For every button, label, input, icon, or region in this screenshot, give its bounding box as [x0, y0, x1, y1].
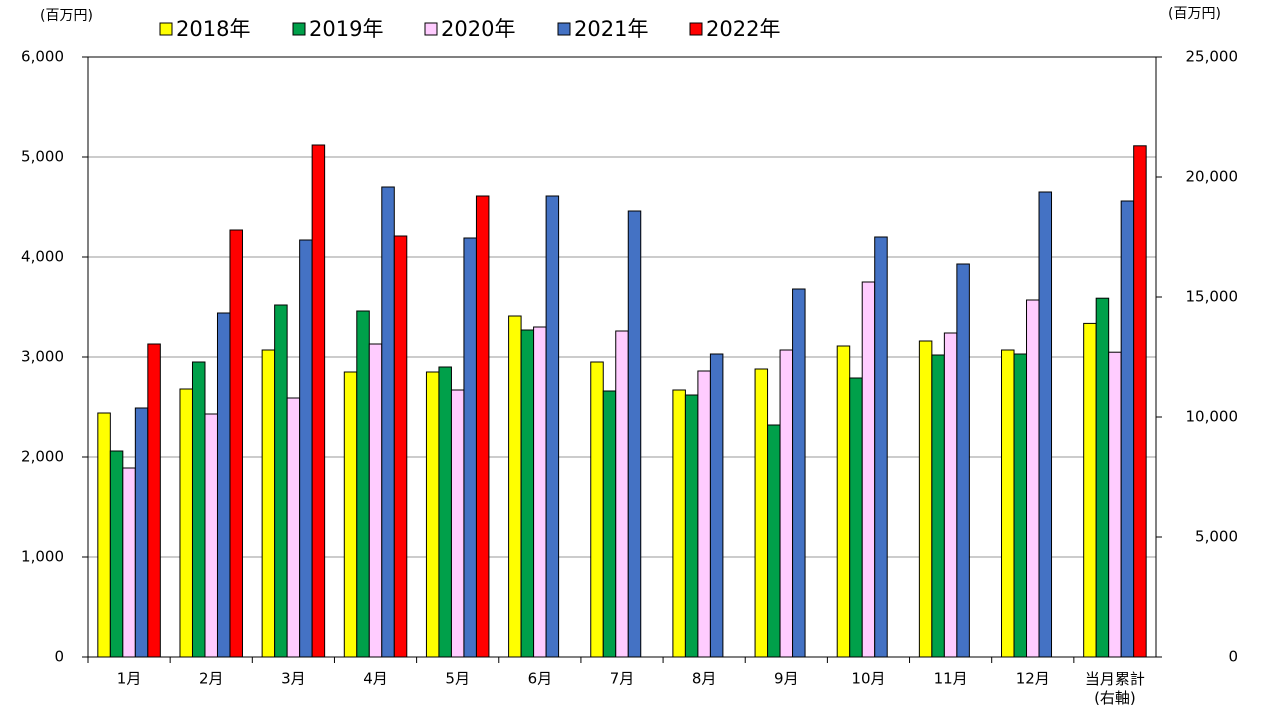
bar	[1001, 349, 1015, 658]
bar	[754, 368, 769, 658]
bar	[356, 310, 370, 658]
legend-swatch	[557, 22, 571, 36]
bar	[393, 235, 408, 658]
x-tick-label: 11月	[934, 670, 968, 688]
x-tick-label: 8月	[692, 670, 717, 688]
bar	[1038, 191, 1053, 658]
bar	[134, 407, 149, 658]
bar	[438, 366, 452, 658]
y-tick-label: 4,000	[21, 248, 64, 266]
bar	[450, 389, 465, 658]
bar	[520, 329, 535, 658]
y-tick-label: 6,000	[21, 48, 64, 66]
bar	[709, 353, 724, 658]
bar	[792, 288, 806, 658]
bar	[381, 186, 395, 658]
y-unit: (百万円)	[40, 8, 93, 24]
x-tick-label: 4月	[363, 670, 388, 688]
x-tick-label: 6月	[528, 670, 553, 688]
bar	[179, 388, 193, 658]
bar	[779, 349, 794, 658]
y-tick-label: 3,000	[21, 348, 64, 366]
x-tick-label: 当月累計(右軸)	[1085, 670, 1145, 707]
bar	[299, 239, 313, 658]
bar	[109, 450, 124, 658]
bar	[956, 263, 970, 658]
bar	[311, 144, 326, 658]
legend-swatch	[159, 22, 173, 36]
bar	[1120, 200, 1135, 658]
bar	[204, 413, 218, 658]
legend-label: 2022年	[706, 17, 780, 41]
bar	[874, 236, 888, 658]
y-tick-label: 0	[54, 648, 64, 666]
bar	[475, 195, 490, 658]
bar	[1083, 322, 1097, 658]
bar	[191, 361, 206, 658]
x-tick-label-line: 当月累計	[1085, 670, 1145, 688]
y2-tick-label: 5,000	[1195, 528, 1238, 546]
bar	[545, 195, 560, 658]
legend-swatch	[292, 22, 306, 36]
y-tick-label: 5,000	[21, 148, 64, 166]
x-tick-label: 1月	[117, 670, 142, 688]
x-tick-label: 7月	[610, 670, 635, 688]
bar	[684, 394, 699, 658]
bar	[261, 349, 276, 658]
bar	[122, 467, 136, 658]
bar	[943, 332, 958, 658]
y-tick-label: 2,000	[21, 448, 64, 466]
bar	[931, 354, 945, 658]
bar	[229, 229, 243, 658]
y-tick-label: 1,000	[21, 548, 64, 566]
x-tick-label: 12月	[1016, 670, 1050, 688]
bar	[1026, 299, 1040, 658]
bar	[861, 281, 876, 658]
bar	[216, 312, 231, 658]
x-tick-label: 9月	[774, 670, 799, 688]
bar	[918, 340, 933, 658]
legend-label: 2018年	[176, 17, 250, 41]
bar	[533, 326, 547, 658]
bar	[767, 424, 781, 658]
legend-swatch	[689, 22, 703, 36]
bar	[147, 343, 161, 658]
bar	[672, 389, 686, 658]
bar	[1133, 145, 1147, 658]
x-tick-label: 10月	[851, 670, 885, 688]
y2-unit: (百万円)	[1168, 6, 1221, 22]
bar	[1108, 351, 1122, 658]
bar	[368, 343, 383, 658]
y2-tick-label: 10,000	[1186, 408, 1239, 426]
bar	[615, 330, 629, 658]
x-tick-label: 2月	[199, 670, 224, 688]
bar	[602, 390, 617, 658]
bar	[849, 377, 863, 658]
bar	[1013, 353, 1028, 658]
x-tick-label: 3月	[281, 670, 306, 688]
bar	[463, 237, 477, 658]
bar	[343, 371, 358, 658]
legend-label: 2021年	[574, 17, 648, 41]
bar	[627, 210, 642, 658]
legend-label: 2019年	[309, 17, 383, 41]
bar	[97, 412, 111, 658]
bar	[836, 345, 851, 658]
bar	[286, 397, 301, 658]
bar	[274, 304, 288, 658]
bar	[697, 370, 711, 658]
bar	[1095, 297, 1110, 658]
y2-tick-label: 20,000	[1186, 168, 1239, 186]
y2-tick-label: 25,000	[1186, 48, 1239, 66]
bar	[590, 361, 604, 658]
legend-label: 2020年	[441, 17, 515, 41]
y2-tick-label: 0	[1228, 648, 1238, 666]
y2-tick-label: 15,000	[1186, 288, 1239, 306]
x-tick-label-line: (右軸)	[1094, 689, 1136, 707]
bar	[425, 371, 440, 658]
x-tick-label: 5月	[445, 670, 470, 688]
legend-swatch	[424, 22, 438, 36]
bar	[508, 315, 522, 658]
